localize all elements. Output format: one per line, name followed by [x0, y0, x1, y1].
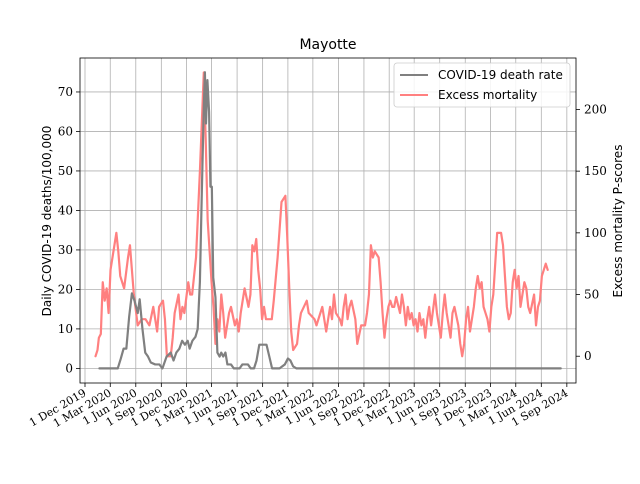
y-right-tick-label: 0	[584, 349, 592, 363]
series-layer	[94, 71, 562, 370]
y-left-tick-label: 20	[58, 282, 73, 296]
legend-label-excess: Excess mortality	[438, 88, 537, 102]
y-axis-right-label: Excess mortality P-scores	[611, 145, 625, 298]
legend-frame	[393, 62, 571, 108]
y-left-tick-label: 70	[58, 85, 73, 99]
chart-title: Mayotte	[299, 37, 356, 53]
y-axis-left-label: Daily COVID-19 deaths/100,000	[40, 126, 54, 317]
right-axis-ticks: 0 50 100 150 200	[576, 102, 607, 363]
y-left-tick-label: 50	[58, 164, 73, 178]
left-axis-ticks: 0 10 20 30 40 50 60 70	[58, 85, 80, 375]
y-right-tick-label: 100	[584, 226, 607, 240]
y-right-tick-label: 150	[584, 164, 607, 178]
y-left-tick-label: 60	[58, 124, 73, 138]
plot-frame	[79, 57, 577, 384]
grid	[80, 58, 576, 383]
series-line-covid-death-rate	[98, 71, 562, 370]
y-left-tick-label: 40	[58, 203, 73, 217]
y-right-tick-label: 50	[584, 288, 599, 302]
series-line-excess-mortality	[94, 71, 549, 358]
legend: COVID-19 death rate Excess mortality	[393, 62, 571, 108]
y-right-tick-label: 200	[584, 102, 607, 116]
y-left-tick-label: 30	[58, 243, 73, 257]
legend-label-covid: COVID-19 death rate	[438, 68, 563, 82]
y-left-tick-label: 10	[58, 322, 73, 336]
y-left-tick-label: 0	[65, 361, 73, 375]
